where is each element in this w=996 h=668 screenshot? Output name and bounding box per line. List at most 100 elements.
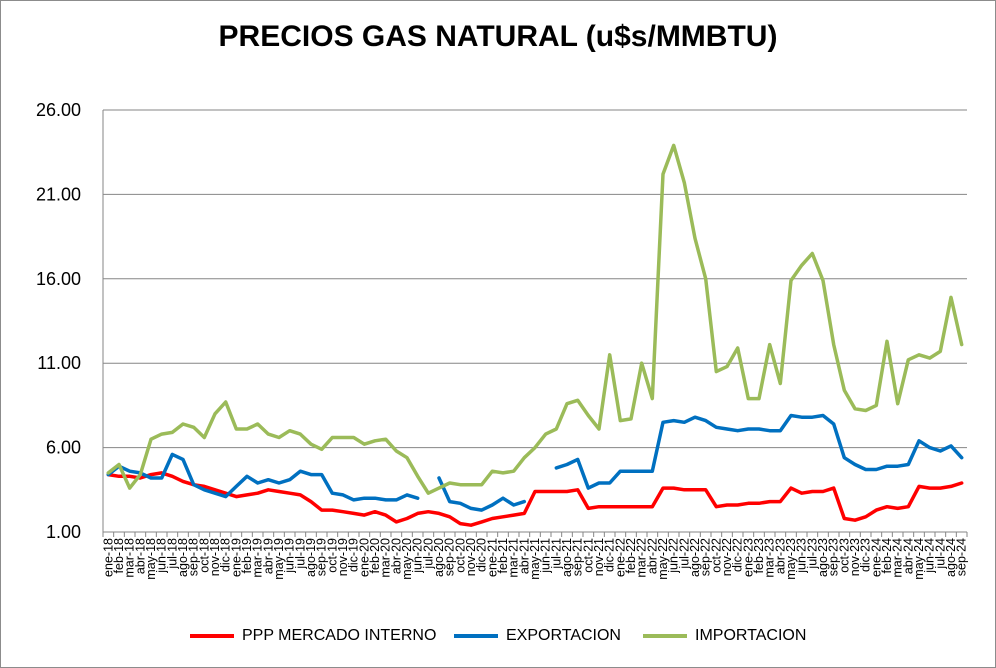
x-tick-label: jun-23 (795, 538, 809, 574)
x-tick-label: nov-20 (464, 538, 478, 576)
x-tick-label: ene-19 (229, 538, 243, 577)
x-tick-label: mar-23 (763, 538, 777, 578)
axes (102, 110, 967, 533)
series-line (437, 476, 527, 512)
series-line (106, 471, 964, 527)
x-tick-label: feb-24 (880, 538, 894, 573)
x-tick-label: jun-20 (411, 538, 425, 574)
legend: PPP MERCADO INTERNO EXPORTACION IMPORTAC… (0, 626, 996, 646)
x-tick-label: may-18 (144, 538, 158, 580)
x-tick-label: oct-18 (197, 538, 211, 573)
series-line (106, 143, 964, 495)
x-tick-label: jul-20 (421, 538, 435, 570)
x-tick-label: may-23 (784, 538, 798, 580)
x-tick-label: feb-18 (112, 538, 126, 573)
x-tick-label: sep-18 (187, 538, 201, 576)
x-tick-label: ene-20 (357, 538, 371, 577)
x-tick-label: dic-19 (347, 538, 361, 572)
legend-swatch-importacion (643, 634, 687, 638)
x-tick-label: jun-21 (539, 538, 553, 574)
x-tick-label: mar-20 (379, 538, 393, 578)
x-tick-label: ene-24 (869, 538, 883, 577)
x-tick-label: sep-23 (827, 538, 841, 576)
chart-title: PRECIOS GAS NATURAL (u$s/MMBTU) (218, 20, 778, 53)
x-tick-label: ene-18 (101, 538, 115, 577)
x-tick-label: sep-24 (955, 538, 969, 576)
x-tick-label: jul-23 (805, 538, 819, 570)
series-line (106, 452, 420, 502)
x-tick-label: jul-19 (293, 538, 307, 570)
x-tick-label: may-22 (656, 538, 670, 580)
x-tick-label: oct-23 (837, 538, 851, 573)
x-tick-label: sep-22 (699, 538, 713, 576)
y-tick-label: 1.00 (46, 522, 81, 542)
x-tick-label: ago-20 (432, 538, 446, 577)
x-tick-label: abr-24 (901, 538, 915, 574)
x-tick-label: abr-21 (517, 538, 531, 574)
x-tick-labels: ene-18feb-18mar-18abr-18may-18jun-18jul-… (101, 538, 968, 580)
x-tick-label: sep-19 (315, 538, 329, 576)
series-ppp-mercado-interno (106, 471, 964, 527)
x-tick-label: may-20 (400, 538, 414, 580)
x-tick-label: mar-19 (251, 538, 265, 578)
x-tick-label: mar-24 (891, 538, 905, 578)
x-tick-label: mar-22 (635, 538, 649, 578)
x-tick-label: dic-20 (475, 538, 489, 572)
x-tick-label: feb-19 (240, 538, 254, 573)
x-tick-label: ago-19 (304, 538, 318, 577)
x-tick-label: jun-22 (667, 538, 681, 574)
x-tick-label: feb-23 (752, 538, 766, 573)
y-tick-label: 11.00 (37, 353, 81, 373)
x-tick-label: oct-19 (325, 538, 339, 573)
x-tick-label: nov-18 (208, 538, 222, 576)
x-tick-label: oct-21 (581, 538, 595, 573)
x-tick-label: ene-22 (613, 538, 627, 577)
y-tick-label: 21.00 (36, 184, 81, 204)
x-tick-label: mar-18 (123, 538, 137, 578)
series-line (554, 413, 964, 490)
series-importacion (106, 143, 964, 495)
x-tick-label: jun-19 (283, 538, 297, 574)
legend-label-importacion: IMPORTACION (695, 627, 807, 644)
x-tick-label: ago-22 (688, 538, 702, 577)
x-tick-label: jul-18 (165, 538, 179, 570)
legend-swatch-exportacion (454, 634, 498, 638)
x-tick-label: sep-20 (443, 538, 457, 576)
y-tick-label: 26.00 (36, 100, 81, 120)
y-tick-label: 16.00 (36, 269, 81, 289)
x-tick-label: abr-23 (773, 538, 787, 574)
x-tick-label: dic-22 (731, 538, 745, 572)
x-tick-label: abr-20 (389, 538, 403, 574)
x-tick-label: abr-19 (261, 538, 275, 574)
x-tick-label: dic-21 (603, 538, 617, 572)
x-tick-label: abr-22 (645, 538, 659, 574)
x-tick-label: feb-20 (368, 538, 382, 573)
x-tick-label: jun-24 (923, 538, 937, 574)
x-tick-label: nov-21 (592, 538, 606, 576)
x-tick-label: jul-24 (933, 538, 947, 570)
x-tick-label: feb-22 (624, 538, 638, 573)
legend-item-ppp-mercado-interno: PPP MERCADO INTERNO (190, 626, 436, 646)
series-exportacion (106, 413, 964, 512)
x-tick-label: sep-21 (571, 538, 585, 576)
x-tick-label: ago-18 (176, 538, 190, 577)
legend-swatch-ppp (190, 634, 234, 638)
gridlines (102, 109, 968, 537)
x-tick-label: may-21 (528, 538, 542, 580)
x-tick-label: jul-21 (549, 538, 563, 570)
x-tick-label: nov-19 (336, 538, 350, 576)
x-tick-label: nov-23 (848, 538, 862, 576)
x-tick-label: dic-18 (219, 538, 233, 572)
x-tick-label: ago-21 (560, 538, 574, 577)
legend-item-exportacion: EXPORTACION (454, 626, 621, 646)
x-tick-label: jun-18 (155, 538, 169, 574)
y-tick-labels: 1.00 6.00 11.00 16.00 21.00 26.00 (36, 100, 81, 542)
x-tick-label: oct-22 (709, 538, 723, 573)
legend-label-exportacion: EXPORTACION (506, 627, 621, 644)
x-tick-label: may-19 (272, 538, 286, 580)
x-tick-label: ago-23 (816, 538, 830, 577)
x-tick-label: ene-23 (741, 538, 755, 577)
x-tick-label: dic-23 (859, 538, 873, 572)
